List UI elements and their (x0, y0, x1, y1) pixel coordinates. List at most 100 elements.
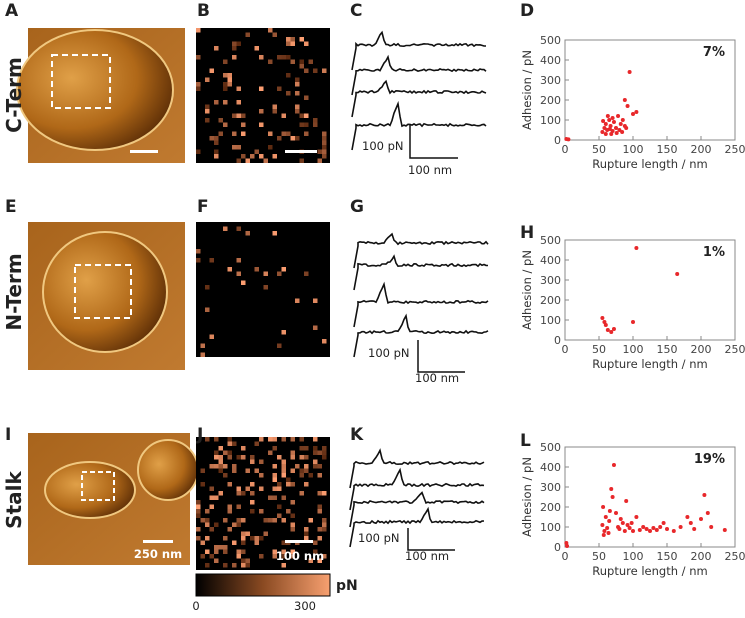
x-tick-label: 150 (657, 550, 678, 563)
panel-letter: J (196, 425, 203, 445)
map-pixel (291, 455, 296, 460)
map-pixel (304, 96, 309, 101)
map-pixel (205, 437, 210, 442)
map-pixel (205, 78, 210, 83)
y-tick-label: 100 (540, 521, 561, 534)
map-pixel (322, 455, 327, 460)
map-pixel (223, 545, 228, 550)
map-pixel (246, 469, 251, 474)
x-tick-label: 200 (691, 550, 712, 563)
point (706, 511, 710, 515)
y-tick-label: 400 (540, 254, 561, 267)
point (621, 118, 625, 122)
map-pixel (273, 487, 278, 492)
point (607, 118, 611, 122)
map-pixel (237, 42, 242, 47)
map-pixel (300, 123, 305, 128)
point (607, 531, 611, 535)
map-pixel (237, 491, 242, 496)
point (655, 528, 659, 532)
map-pixel (223, 451, 228, 456)
map-pixel (214, 136, 219, 141)
map-pixel (286, 73, 291, 78)
map-scale: 100 nm (276, 549, 324, 563)
map-pixel (295, 82, 300, 87)
map-pixel (228, 78, 233, 83)
map-pixel (300, 114, 305, 119)
map-pixel (300, 446, 305, 451)
map-pixel (223, 550, 228, 555)
image-scale: 250 nm (134, 547, 182, 561)
map-pixel (318, 505, 323, 510)
x-tick-label: 50 (592, 143, 606, 156)
map-pixel (273, 109, 278, 114)
map-pixel (219, 469, 224, 474)
map-pixel (282, 132, 287, 137)
map-pixel (273, 105, 278, 110)
map-pixel (241, 563, 246, 568)
map-pixel (241, 281, 246, 286)
map-pixel (250, 460, 255, 465)
map-pixel (214, 100, 219, 105)
map-pixel (318, 451, 323, 456)
map-pixel (309, 473, 314, 478)
map-pixel (250, 536, 255, 541)
point (645, 527, 649, 531)
map-pixel (196, 505, 201, 510)
point (604, 132, 608, 136)
map-pixel (291, 136, 296, 141)
map-pixel (210, 554, 215, 559)
point (626, 104, 630, 108)
map-pixel (291, 437, 296, 442)
map-pixel (228, 527, 233, 532)
map-pixel (210, 505, 215, 510)
point (648, 529, 652, 533)
map-pixel (259, 536, 264, 541)
map-pixel (318, 464, 323, 469)
map-pixel (277, 136, 282, 141)
map-pixel (205, 523, 210, 528)
map-pixel (210, 496, 215, 501)
panel-letter: H (520, 223, 534, 243)
point (658, 525, 662, 529)
point (602, 529, 606, 533)
panel-letter: I (5, 425, 11, 445)
map-pixel (300, 469, 305, 474)
x-tick-label: 0 (562, 143, 569, 156)
map-pixel (250, 154, 255, 159)
map-pixel (201, 469, 206, 474)
map-pixel (223, 60, 228, 65)
map-pixel (241, 550, 246, 555)
map-pixel (277, 344, 282, 349)
y-tick-label: 400 (540, 461, 561, 474)
map-pixel (219, 464, 224, 469)
panel-letter: B (197, 1, 210, 21)
map-pixel (273, 473, 278, 478)
point (607, 519, 611, 523)
x-tick-label: 150 (657, 343, 678, 356)
map-pixel (237, 145, 242, 150)
map-pixel (291, 451, 296, 456)
map-pixel (313, 451, 318, 456)
map-pixel (214, 46, 219, 51)
map-pixel (223, 536, 228, 541)
map-pixel (223, 73, 228, 78)
y-tick-label: 100 (540, 114, 561, 127)
force-scale: 100 pN (368, 346, 410, 360)
map-pixel (313, 299, 318, 304)
panel-letter: D (520, 1, 534, 21)
map-pixel (237, 87, 242, 92)
map-pixel (300, 491, 305, 496)
map-pixel (246, 532, 251, 537)
panel-letter: K (350, 425, 364, 445)
point (600, 130, 604, 134)
force-curve (352, 32, 486, 70)
point (611, 495, 615, 499)
map-pixel (228, 505, 233, 510)
map-pixel (241, 114, 246, 119)
point (689, 521, 693, 525)
map-pixel (259, 554, 264, 559)
map-pixel (313, 118, 318, 123)
scale-bar (408, 528, 455, 550)
